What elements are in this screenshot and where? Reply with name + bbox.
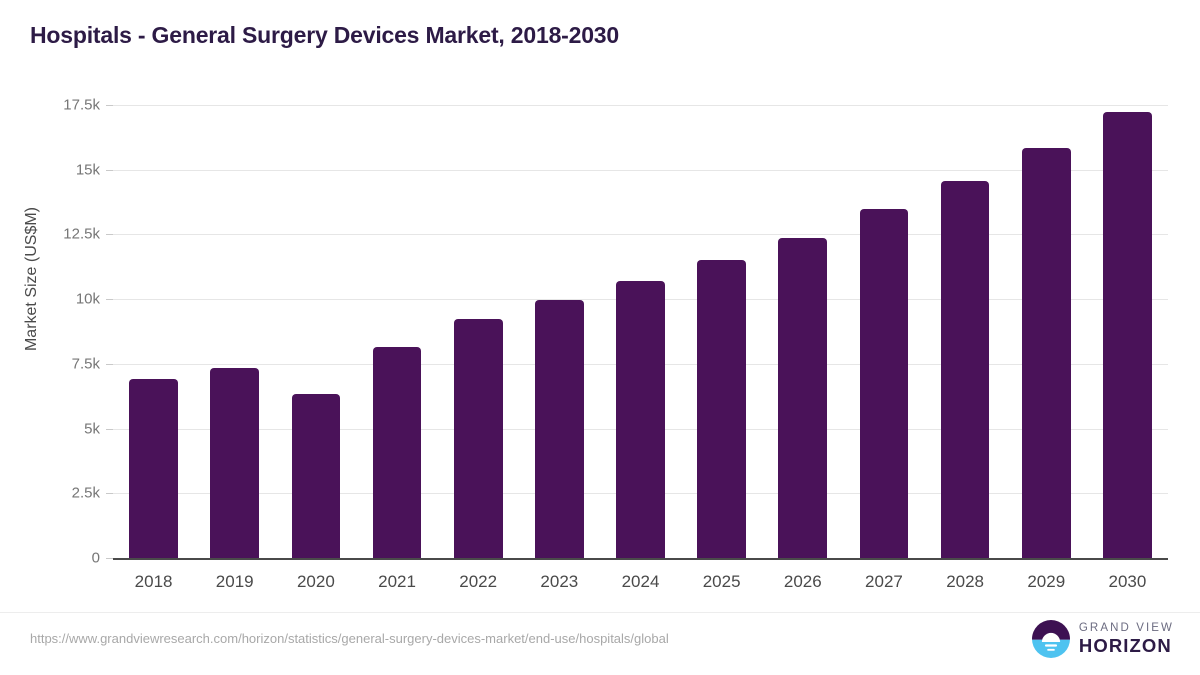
bar[interactable]: [940, 181, 990, 558]
footer-divider: [0, 612, 1200, 613]
x-tick-label: 2019: [215, 572, 254, 591]
bar[interactable]: [291, 394, 341, 558]
bar[interactable]: [129, 379, 178, 558]
y-tick-label: 0: [91, 549, 100, 567]
bar-column[interactable]: [1103, 105, 1152, 558]
bar[interactable]: [210, 368, 260, 558]
x-tick-label: 2021: [378, 572, 416, 591]
source-url[interactable]: https://www.grandviewresearch.com/horizo…: [30, 631, 669, 646]
bar[interactable]: [697, 259, 746, 558]
y-tick-mark: [106, 363, 113, 365]
plot-area: Market Size (US$M) 0 2.5k 5k 7.5k 10k 12.5k 15…: [23, 0, 1168, 600]
y-tick-label: 7.5k: [71, 355, 100, 373]
y-tick-label: 15k: [75, 161, 100, 179]
y-tick-mark: [106, 169, 113, 171]
y-tick-mark: [106, 558, 113, 559]
bar[interactable]: [535, 300, 584, 558]
bar-column[interactable]: [535, 105, 584, 558]
bar-column[interactable]: [859, 105, 909, 558]
bar-series: [113, 105, 1168, 558]
sunrise-over-water-icon: [1031, 620, 1070, 658]
bar-column[interactable]: [291, 105, 341, 558]
x-tick-label: 2029: [1027, 572, 1066, 591]
x-tick-label: 2030: [1108, 572, 1147, 591]
bar-column[interactable]: [129, 105, 178, 558]
x-axis-line: [113, 558, 1168, 560]
page-title: Hospitals - General Surgery Devices Mark…: [30, 22, 619, 48]
x-tick-label: 2022: [459, 572, 498, 591]
gridline: [113, 169, 1168, 171]
y-tick-label: 17.5k: [63, 96, 100, 114]
logo-line-horizon: HORIZON: [1078, 635, 1172, 656]
y-tick-mark: [106, 105, 113, 106]
y-tick-mark: [106, 234, 113, 236]
bar[interactable]: [616, 281, 665, 558]
bar-column[interactable]: [453, 105, 503, 558]
bar-column[interactable]: [940, 105, 990, 558]
bar-column[interactable]: [372, 105, 422, 558]
y-tick-label: 2.5k: [71, 484, 100, 502]
logo-line-grand-view: GRAND VIEW: [1078, 621, 1174, 634]
bar[interactable]: [1103, 111, 1152, 558]
y-tick-label: 5k: [84, 420, 100, 438]
gridline: [113, 234, 1168, 236]
grand-view-horizon-logo[interactable]: GRAND VIEW HORIZON: [1031, 620, 1174, 658]
x-tick-label: 2028: [946, 572, 985, 591]
bar-column[interactable]: [778, 105, 828, 558]
bar[interactable]: [453, 318, 503, 558]
bar-column[interactable]: [616, 105, 665, 558]
x-tick-label: 2020: [296, 572, 335, 591]
x-tick-label: 2023: [540, 572, 579, 591]
x-tick-label: 2025: [702, 572, 741, 591]
bar-column[interactable]: [210, 105, 260, 558]
bar[interactable]: [778, 237, 828, 558]
y-tick-mark: [106, 299, 113, 301]
bar[interactable]: [859, 209, 909, 558]
x-tick-label: 2027: [865, 572, 903, 591]
y-tick-label: 10k: [75, 290, 100, 308]
x-tick-label: 2024: [621, 572, 660, 591]
y-tick-mark: [106, 428, 113, 430]
bar[interactable]: [1021, 147, 1071, 558]
bar-column[interactable]: [697, 105, 746, 558]
gridline: [113, 105, 1168, 106]
logo-wordmark: GRAND VIEW HORIZON: [1078, 621, 1174, 656]
y-tick-mark: [106, 493, 113, 495]
bar-column[interactable]: [1021, 105, 1071, 558]
bar[interactable]: [372, 347, 422, 558]
y-axis-ticks: 0 2.5k 5k 7.5k 10k 12.5k 15k 17.5k: [38, 0, 100, 600]
x-tick-label: 2018: [134, 572, 173, 591]
y-tick-label: 12.5k: [63, 225, 100, 243]
x-tick-label: 2026: [783, 572, 822, 591]
